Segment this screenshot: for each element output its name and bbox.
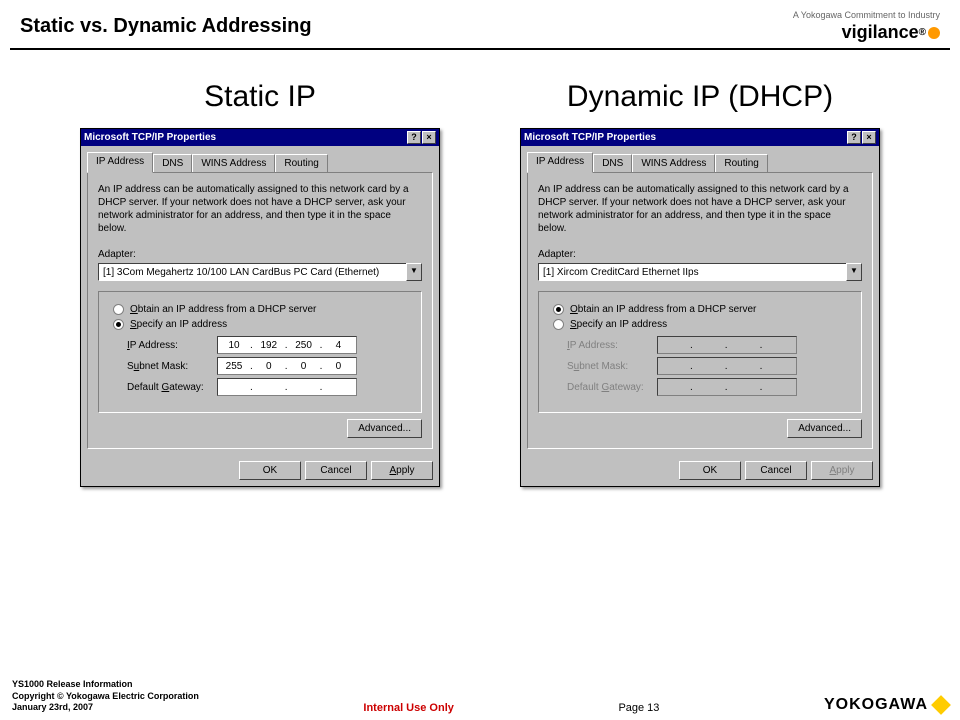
help-button[interactable]: ? xyxy=(847,131,861,144)
cancel-button[interactable]: Cancel xyxy=(745,461,807,480)
tcpip-dialog-dhcp: Microsoft TCP/IP Properties ? × IP Addre… xyxy=(520,128,880,487)
tabstrip: IP Address DNS WINS Address Routing xyxy=(521,146,879,172)
ip-address-field: ... xyxy=(657,336,797,354)
tabstrip: IP Address DNS WINS Address Routing xyxy=(81,146,439,172)
left-column: Static IP Microsoft TCP/IP Properties ? … xyxy=(60,80,460,487)
tab-panel: An IP address can be automatically assig… xyxy=(87,172,433,449)
ip-address-field[interactable]: 10. 192. 250. 4 xyxy=(217,336,357,354)
tab-routing[interactable]: Routing xyxy=(715,154,767,172)
tab-panel: An IP address can be automatically assig… xyxy=(527,172,873,449)
close-button[interactable]: × xyxy=(422,131,436,144)
slide-footer: YS1000 Release Information Copyright © Y… xyxy=(0,673,960,720)
adapter-label: Adapter: xyxy=(98,249,422,260)
close-button[interactable]: × xyxy=(862,131,876,144)
gateway-label: Default Gateway: xyxy=(127,382,217,393)
ok-button[interactable]: OK xyxy=(239,461,301,480)
orange-dot-icon xyxy=(928,27,940,39)
titlebar: Microsoft TCP/IP Properties ? × xyxy=(81,129,439,146)
gateway-field[interactable]: ... xyxy=(217,378,357,396)
adapter-input[interactable] xyxy=(98,263,406,281)
tab-wins[interactable]: WINS Address xyxy=(192,154,275,172)
tcpip-dialog-static: Microsoft TCP/IP Properties ? × IP Addre… xyxy=(80,128,440,487)
slide-header: Static vs. Dynamic Addressing A Yokogawa… xyxy=(0,0,960,48)
diamond-icon xyxy=(931,695,951,715)
tab-dns[interactable]: DNS xyxy=(593,154,632,172)
ip-address-label: IP Address: xyxy=(127,340,217,351)
page-number: Page 13 xyxy=(618,702,659,714)
adapter-input[interactable] xyxy=(538,263,846,281)
ip-address-label: IP Address: xyxy=(567,340,657,351)
content-area: Static IP Microsoft TCP/IP Properties ? … xyxy=(0,50,960,487)
description-text: An IP address can be automatically assig… xyxy=(538,183,862,235)
cancel-button[interactable]: Cancel xyxy=(305,461,367,480)
apply-button[interactable]: Apply xyxy=(371,461,433,480)
dynamic-ip-heading: Dynamic IP (DHCP) xyxy=(567,80,833,113)
right-column: Dynamic IP (DHCP) Microsoft TCP/IP Prope… xyxy=(500,80,900,487)
apply-button: Apply xyxy=(811,461,873,480)
subnet-mask-label: Subnet Mask: xyxy=(127,361,217,372)
vigilance-logo: A Yokogawa Commitment to Industry vigila… xyxy=(793,10,940,43)
tab-ip-address[interactable]: IP Address xyxy=(527,152,593,173)
advanced-button[interactable]: Advanced... xyxy=(347,419,422,438)
dropdown-icon[interactable]: ▼ xyxy=(406,263,422,281)
tab-dns[interactable]: DNS xyxy=(153,154,192,172)
subnet-mask-field: ... xyxy=(657,357,797,375)
tab-routing[interactable]: Routing xyxy=(275,154,327,172)
adapter-combo[interactable]: ▼ xyxy=(538,263,862,281)
radio-dhcp[interactable]: Obtain an IP address from a DHCP server xyxy=(113,304,413,315)
window-title: Microsoft TCP/IP Properties xyxy=(84,132,216,143)
static-ip-heading: Static IP xyxy=(204,80,316,113)
footer-classification: Internal Use Only xyxy=(363,702,453,714)
radio-dhcp[interactable]: Obtain an IP address from a DHCP server xyxy=(553,304,853,315)
yokogawa-logo: YOKOGAWA xyxy=(824,696,948,714)
radio-specify[interactable]: Specify an IP address xyxy=(113,319,413,330)
radio-specify[interactable]: Specify an IP address xyxy=(553,319,853,330)
brand-text: vigilance® xyxy=(842,22,940,43)
gateway-label: Default Gateway: xyxy=(567,382,657,393)
slide-title: Static vs. Dynamic Addressing xyxy=(20,15,312,38)
subnet-mask-label: Subnet Mask: xyxy=(567,361,657,372)
subnet-mask-field[interactable]: 255. 0. 0. 0 xyxy=(217,357,357,375)
titlebar: Microsoft TCP/IP Properties ? × xyxy=(521,129,879,146)
window-title: Microsoft TCP/IP Properties xyxy=(524,132,656,143)
help-button[interactable]: ? xyxy=(407,131,421,144)
footer-info: YS1000 Release Information Copyright © Y… xyxy=(12,679,199,714)
description-text: An IP address can be automatically assig… xyxy=(98,183,422,235)
advanced-button[interactable]: Advanced... xyxy=(787,419,862,438)
tab-ip-address[interactable]: IP Address xyxy=(87,152,153,173)
adapter-label: Adapter: xyxy=(538,249,862,260)
tab-wins[interactable]: WINS Address xyxy=(632,154,715,172)
tagline: A Yokogawa Commitment to Industry xyxy=(793,10,940,20)
ok-button[interactable]: OK xyxy=(679,461,741,480)
adapter-combo[interactable]: ▼ xyxy=(98,263,422,281)
dropdown-icon[interactable]: ▼ xyxy=(846,263,862,281)
gateway-field: ... xyxy=(657,378,797,396)
